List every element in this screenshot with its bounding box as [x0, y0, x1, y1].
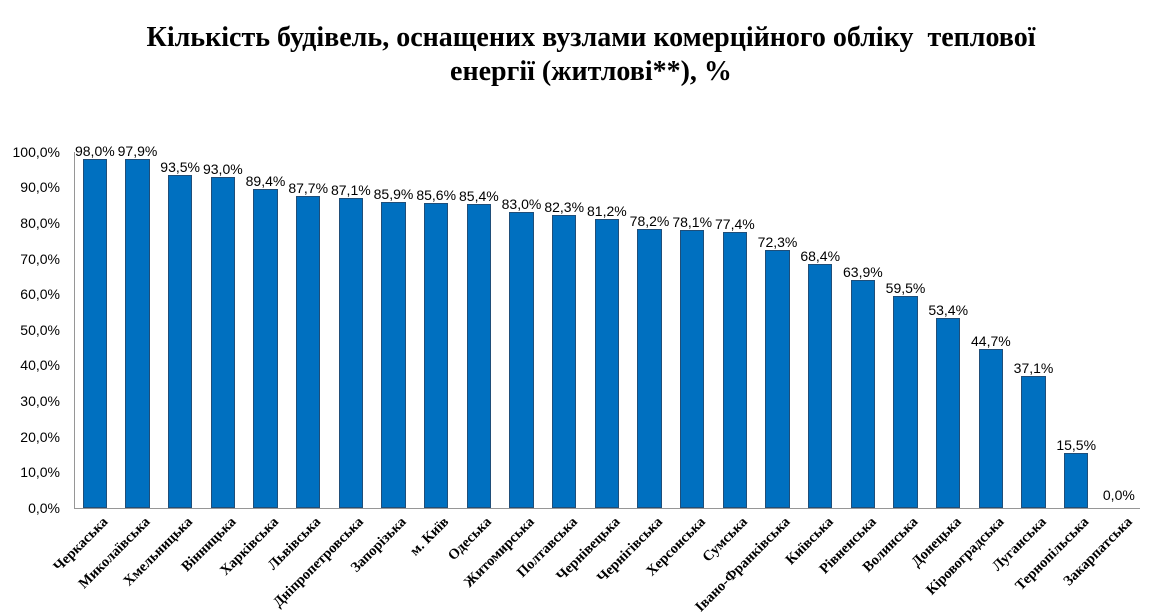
bar-Черкаська	[82, 158, 108, 508]
bar-Дніпропетровська	[338, 197, 364, 508]
bar-Донецька	[935, 317, 961, 508]
y-axis-tick-label: 20,0%	[20, 428, 60, 445]
chart-title-line-1: Кількість будівель, оснащених вузлами ко…	[146, 22, 1036, 53]
bar-value-label: 81,2%	[586, 202, 627, 219]
bar-value-label: 44,7%	[971, 332, 1011, 349]
bar-value-label: 97,9%	[117, 143, 158, 160]
bar-value-label: 98,0%	[74, 142, 115, 159]
bar-Харківська	[253, 189, 278, 508]
y-axis-tick-label: 100,0%	[12, 143, 60, 160]
y-axis-line	[73, 151, 75, 508]
bar-Вінницька	[210, 176, 236, 508]
bar-value-label: 63,9%	[842, 264, 883, 281]
bar-Івано-Франківська	[765, 250, 790, 508]
y-axis-tick-label: 40,0%	[20, 357, 60, 374]
bar-Запорізька	[381, 201, 406, 508]
bar-value-label: 0,0%	[1102, 486, 1135, 503]
bar-Одеська	[466, 203, 492, 508]
bar-value-label: 53,4%	[928, 301, 969, 318]
chart-title: Кількість будівель, оснащених вузлами ко…	[24, 21, 1154, 89]
bar-Чернігівська	[637, 229, 662, 508]
y-axis-tick-label: 80,0%	[20, 214, 60, 231]
y-axis-tick-label: 60,0%	[20, 286, 60, 303]
bar-value-label: 87,7%	[288, 179, 329, 196]
bar-Рівненська	[850, 280, 876, 508]
bar-Чернівецька	[594, 218, 620, 508]
y-axis-tick-label: 90,0%	[20, 179, 60, 196]
bar-value-label: 85,4%	[458, 187, 499, 204]
bar-value-label: 77,4%	[714, 216, 755, 233]
bar-value-label: 78,1%	[672, 213, 713, 230]
bar-Миколаївська	[125, 159, 150, 508]
chart-title-line-2: енергії (житлові**), %	[450, 56, 732, 87]
bar-value-label: 93,5%	[160, 158, 201, 175]
bar-value-label: 82,3%	[544, 198, 585, 215]
y-axis-tick-label: 0,0%	[28, 500, 60, 516]
bar-м. Київ	[423, 203, 449, 508]
bar-Кіровоградська	[978, 348, 1004, 508]
bar-value-label: 15,5%	[1056, 436, 1097, 453]
bar-Хмельницька	[167, 174, 193, 508]
bar-value-label: 72,3%	[757, 234, 798, 251]
bar-Луганська	[1021, 375, 1046, 508]
bar-Херсонська	[679, 229, 705, 508]
bar-value-label: 93,0%	[202, 160, 243, 177]
bar-Сумська	[722, 232, 748, 508]
y-axis-tick-label: 30,0%	[20, 393, 60, 410]
bar-value-label: 83,0%	[501, 196, 542, 213]
bar-Волинська	[893, 296, 918, 508]
bar-value-label: 85,9%	[373, 185, 414, 202]
bar-Київська	[807, 264, 833, 508]
bar-value-label: 87,1%	[330, 181, 371, 198]
y-axis-tick-label: 70,0%	[20, 250, 60, 267]
bar-value-label: 89,4%	[245, 173, 286, 190]
bar-value-label: 78,2%	[629, 213, 670, 230]
bar-Полтавська	[551, 214, 577, 508]
bar-value-label: 59,5%	[885, 280, 926, 296]
bar-Житомирська	[509, 212, 534, 508]
bar-value-label: 68,4%	[800, 248, 841, 265]
x-axis-line	[73, 508, 1141, 509]
bar-Львівська	[295, 195, 321, 508]
bar-value-label: 37,1%	[1013, 359, 1054, 376]
bar-value-label: 85,6%	[416, 187, 457, 203]
bar-Тернопільська	[1063, 452, 1089, 508]
y-axis-tick-label: 10,0%	[20, 464, 60, 481]
y-axis-tick-label: 50,0%	[20, 321, 60, 338]
